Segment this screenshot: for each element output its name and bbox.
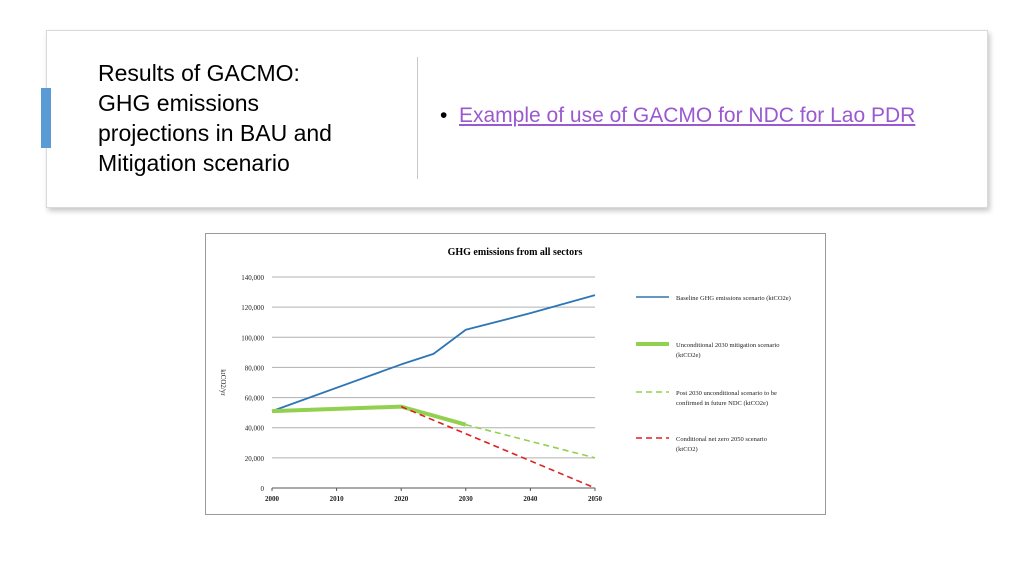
chart-title: GHG emissions from all sectors xyxy=(448,247,583,258)
title-line: projections in BAU and xyxy=(98,120,332,146)
series-line-3 xyxy=(465,423,596,459)
slide-title: Results of GACMO: GHG emissions projecti… xyxy=(98,58,408,178)
x-tick-label: 2010 xyxy=(330,495,345,503)
legend-label: Unconditional 2030 mitigation scenario xyxy=(676,342,779,349)
legend-label: Conditional net zero 2050 scenario xyxy=(676,436,767,443)
title-line: GHG emissions xyxy=(98,90,260,116)
y-tick-label: 0 xyxy=(261,485,265,493)
header-divider xyxy=(417,57,418,179)
title-line: Mitigation scenario xyxy=(98,150,290,176)
y-tick-label: 100,000 xyxy=(241,334,264,342)
legend-label: (ktCO2e) xyxy=(676,352,701,359)
legend-label: (ktCO2) xyxy=(676,446,698,453)
y-tick-label: 40,000 xyxy=(245,425,265,433)
y-tick-label: 120,000 xyxy=(241,304,264,312)
ghg-emissions-chart: GHG emissions from all sectors 0 20,000 40,… xyxy=(219,247,791,503)
accent-bar xyxy=(41,88,51,148)
y-tick-label: 60,000 xyxy=(245,395,265,403)
header-card xyxy=(46,30,988,208)
y-tick-label: 20,000 xyxy=(245,455,265,463)
legend-label: Baseline GHG emissions scenario (ktCO2e) xyxy=(676,295,791,302)
title-line: Results of GACMO: xyxy=(98,60,300,86)
x-tick-label: 2020 xyxy=(394,495,409,503)
x-tick-label: 2040 xyxy=(523,495,538,503)
x-tick-label: 2050 xyxy=(588,495,603,503)
y-axis-label: ktCO2/yr xyxy=(219,369,227,396)
y-tick-label: 140,000 xyxy=(241,274,264,282)
y-tick-label: 80,000 xyxy=(245,364,265,372)
series-line-2 xyxy=(271,404,467,427)
chart-frame: GHG emissions from all sectors 0 20,000 40,… xyxy=(205,233,826,515)
bullet-marker: • xyxy=(440,104,448,127)
legend-label: Post 2030 unconditional scenario to be xyxy=(676,390,777,397)
example-link[interactable]: Example of use of GACMO for NDC for Lao … xyxy=(459,104,916,127)
series-line-4 xyxy=(400,405,596,489)
x-tick-label: 2030 xyxy=(459,495,474,503)
x-tick-label: 2000 xyxy=(265,495,280,503)
legend-label: confirmed in future NDC (ktCO2e) xyxy=(676,400,768,407)
series-line-1 xyxy=(271,294,596,412)
